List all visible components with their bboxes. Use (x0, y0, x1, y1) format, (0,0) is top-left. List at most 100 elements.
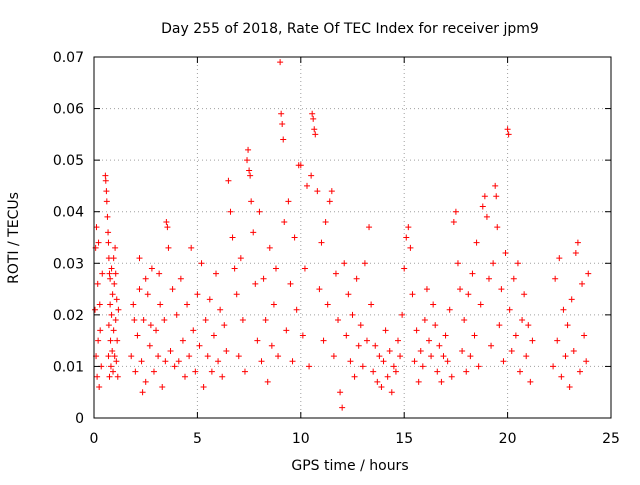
data-point (504, 126, 511, 133)
data-point (114, 373, 121, 380)
data-point (297, 162, 304, 169)
data-point (574, 239, 581, 246)
y-tick-label: 0 (75, 411, 84, 427)
data-point (579, 280, 586, 287)
data-point (428, 353, 435, 360)
data-point (401, 265, 408, 272)
data-point (349, 311, 356, 318)
data-point (330, 353, 337, 360)
data-point (162, 358, 169, 365)
data-point (210, 332, 217, 339)
data-point (448, 373, 455, 380)
data-point (239, 317, 246, 324)
data-point (181, 373, 188, 380)
data-point (258, 358, 265, 365)
data-point (148, 265, 155, 272)
data-point (436, 342, 443, 349)
data-point (457, 286, 464, 293)
data-point (411, 358, 418, 365)
data-point (461, 317, 468, 324)
data-point (564, 322, 571, 329)
data-point (558, 373, 565, 380)
data-point (500, 358, 507, 365)
data-point (566, 384, 573, 391)
data-point (115, 306, 122, 313)
data-point (287, 280, 294, 287)
data-point (514, 260, 521, 267)
data-point (198, 260, 205, 267)
data-point (147, 322, 154, 329)
data-point (475, 363, 482, 370)
data-point (521, 291, 528, 298)
data-point (335, 317, 342, 324)
x-tick-label: 5 (193, 431, 202, 447)
data-point (488, 342, 495, 349)
data-point (343, 332, 350, 339)
data-point (581, 332, 588, 339)
data-point (337, 389, 344, 396)
data-point (494, 224, 501, 231)
data-point (169, 286, 176, 293)
data-point (114, 337, 121, 344)
data-point (231, 265, 238, 272)
data-point (326, 198, 333, 205)
data-point (105, 229, 112, 236)
data-point (405, 224, 412, 231)
data-point (131, 317, 138, 324)
data-point (446, 306, 453, 313)
x-axis-label: GPS time / hours (291, 458, 408, 474)
data-point (264, 378, 271, 385)
data-point (481, 193, 488, 200)
data-point (525, 322, 532, 329)
data-point (103, 198, 110, 205)
data-point (493, 193, 500, 200)
data-points (92, 59, 592, 411)
data-point (477, 301, 484, 308)
data-point (103, 188, 110, 195)
data-point (111, 353, 118, 360)
data-point (483, 213, 490, 220)
data-point (248, 198, 255, 205)
data-point (132, 368, 139, 375)
data-point (142, 378, 149, 385)
data-point (206, 296, 213, 303)
data-point (215, 358, 222, 365)
x-tick-label: 25 (602, 431, 620, 447)
data-point (368, 301, 375, 308)
data-point (502, 249, 509, 256)
data-point (94, 373, 101, 380)
data-point (374, 378, 381, 385)
data-point (235, 353, 242, 360)
data-point (112, 317, 119, 324)
data-point (96, 384, 103, 391)
data-point (184, 301, 191, 308)
data-point (102, 177, 109, 184)
x-tick-label: 20 (499, 431, 517, 447)
data-point (570, 347, 577, 354)
y-tick-label: 0.04 (53, 205, 84, 221)
data-point (171, 363, 178, 370)
data-point (245, 146, 252, 153)
data-point (585, 270, 592, 277)
data-point (165, 244, 172, 251)
data-point (96, 301, 103, 308)
data-point (156, 270, 163, 277)
data-point (397, 353, 404, 360)
data-point (188, 244, 195, 251)
data-point (105, 322, 112, 329)
data-point (192, 368, 199, 375)
data-point (517, 368, 524, 375)
data-point (328, 188, 335, 195)
x-tick-label: 10 (292, 431, 310, 447)
data-point (452, 208, 459, 215)
data-point (153, 327, 160, 334)
data-point (390, 363, 397, 370)
data-point (157, 301, 164, 308)
data-point (92, 306, 99, 313)
data-point (394, 337, 401, 344)
data-point (285, 198, 292, 205)
data-point (423, 286, 430, 293)
data-point (186, 353, 193, 360)
data-point (332, 270, 339, 277)
data-point (278, 110, 285, 117)
